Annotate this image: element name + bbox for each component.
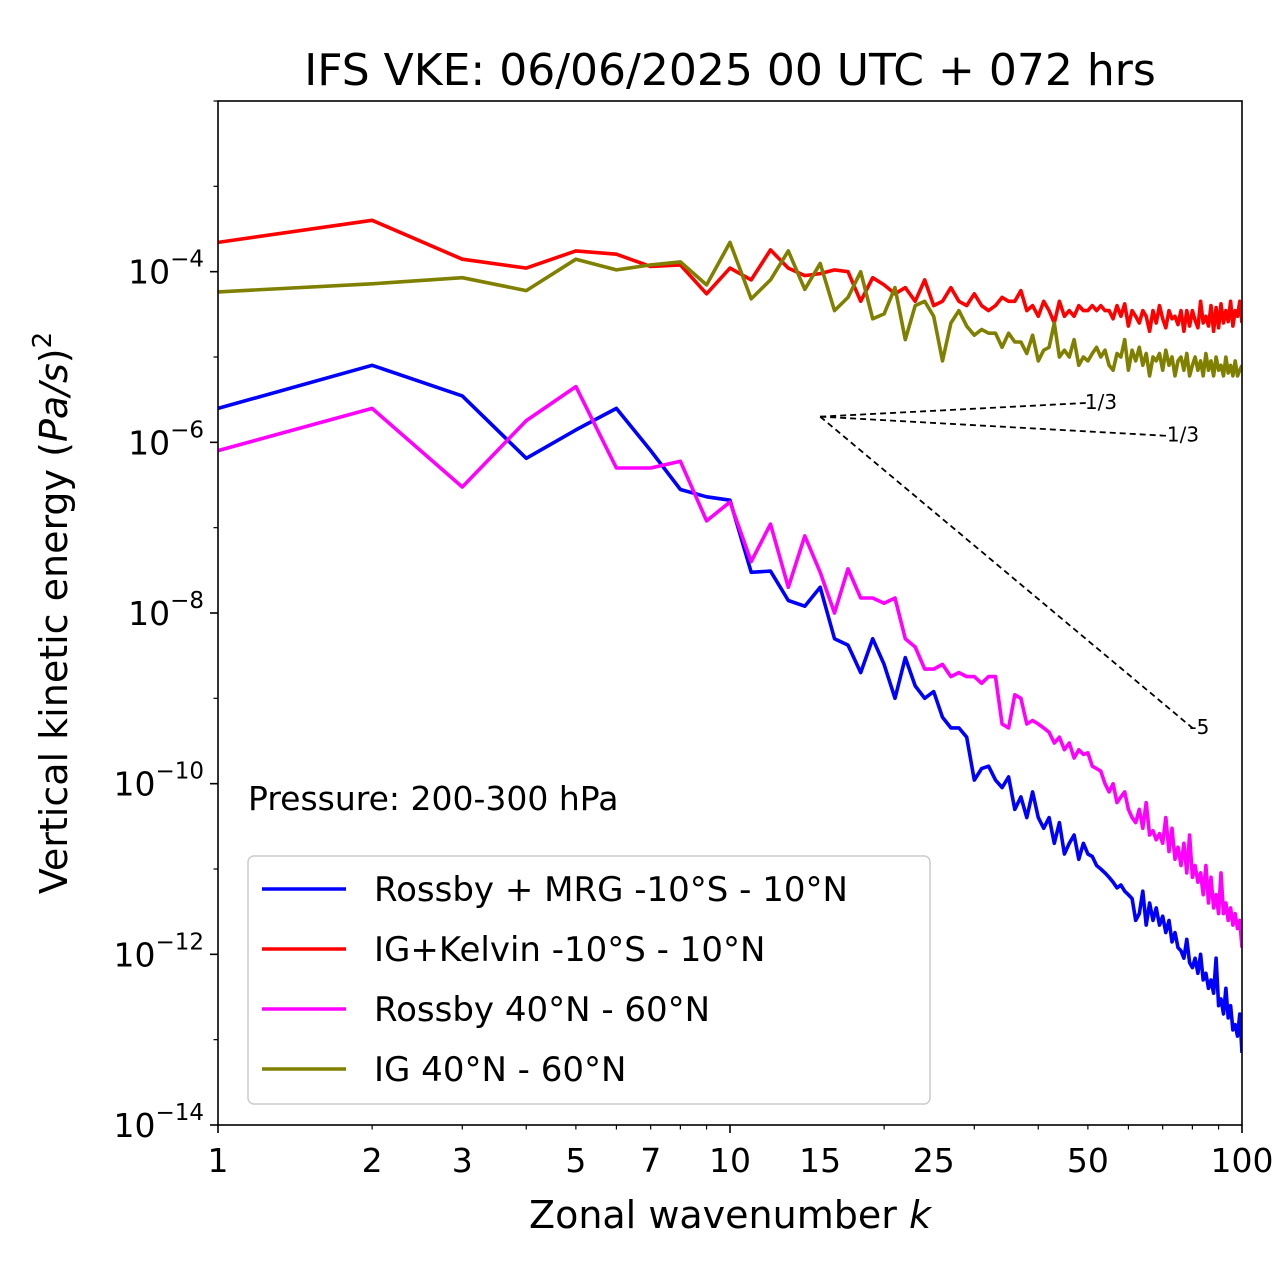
x-tick-label: 50 [1067,1141,1109,1180]
series-layer [218,218,1242,1054]
y-tick-label: 10−14 [113,1100,204,1145]
y-tick-label: 10−6 [128,417,204,462]
legend-label-3: Rossby 40°N - 60°N [374,990,710,1030]
y-tick-label: 10−10 [113,759,204,804]
x-tick-label: 100 [1211,1141,1274,1180]
legend: Rossby + MRG -10°S - 10°N IG+Kelvin -10°S… [247,855,931,1105]
x-tick-label: 5 [565,1141,586,1180]
x-tick-label: 7 [640,1141,661,1180]
y-tick-label: 10−8 [128,588,204,633]
y-tick-label: 10−12 [113,929,204,974]
reference-slope-2 [820,415,1163,437]
reference-slope-label-2: -1/3 [1160,423,1199,447]
series-line-3 [218,384,1242,948]
pressure-annotation: Pressure: 200-300 hPa [248,779,618,818]
y-axis-ticks: 10−4 10−6 10−8 10−10 10−12 10−14 [113,100,218,1145]
reference-slope-3 [819,415,1193,729]
x-tick-label: 3 [452,1141,473,1180]
legend-label-4: IG 40°N - 60°N [374,1050,626,1090]
x-tick-label: 10 [709,1141,751,1180]
x-tick-label: 25 [913,1141,955,1180]
series-line-4 [218,240,1242,378]
series-line-1 [218,363,1242,1054]
x-axis-ticks: 1 2 3 5 7 10 15 25 50 100 [208,1125,1274,1180]
chart-title: IFS VKE: 06/06/2025 00 UTC + 072 hrs [304,45,1156,96]
x-tick-label: 15 [799,1141,841,1180]
x-tick-label: 1 [208,1141,229,1180]
y-tick-label: 10−4 [128,247,204,292]
x-tick-label: 2 [362,1141,383,1180]
legend-label-2: IG+Kelvin -10°S - 10°N [374,930,765,970]
reference-slope-1 [820,401,1088,418]
legend-box [247,855,931,1105]
reference-slope-label-3: -5 [1189,715,1209,739]
x-axis-label: Zonal wavenumber k [529,1193,933,1237]
reference-slopes: 1/3 -1/3 -5 [819,390,1209,739]
legend-label-1: Rossby + MRG -10°S - 10°N [374,870,848,910]
reference-slope-label-1: 1/3 [1085,390,1117,414]
y-axis-label: Vertical kinetic energy (Pa/s)2 [28,332,76,894]
